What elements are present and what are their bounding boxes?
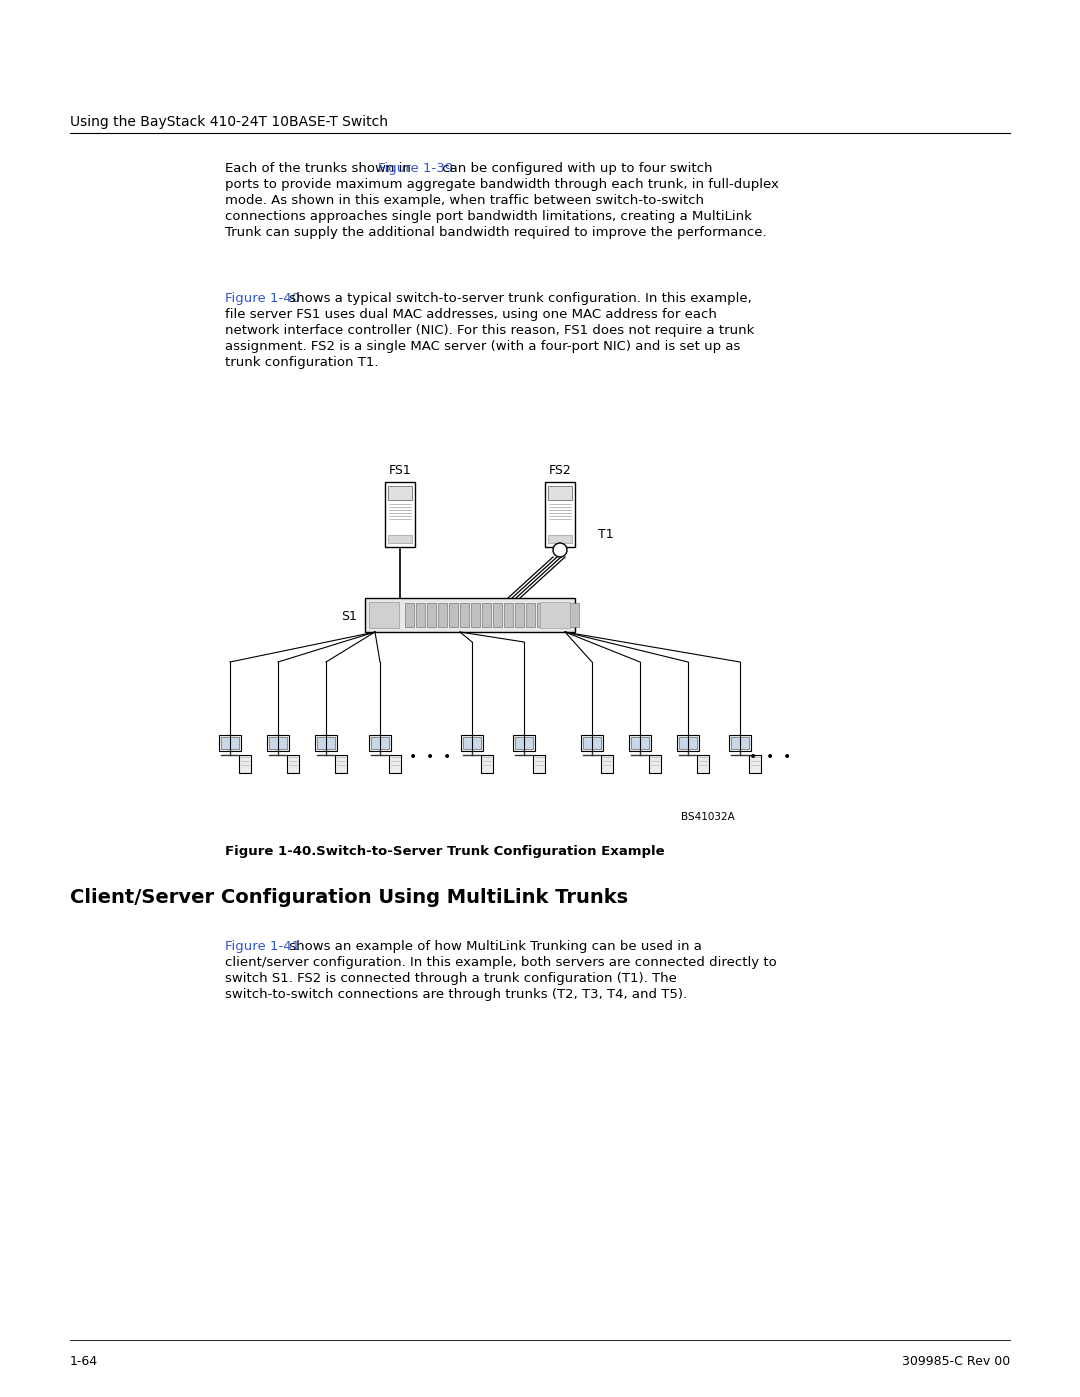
- Text: switch S1. FS2 is connected through a trunk configuration (T1). The: switch S1. FS2 is connected through a tr…: [225, 972, 677, 985]
- Bar: [384, 482, 415, 548]
- Bar: [537, 604, 546, 627]
- Bar: [629, 735, 651, 752]
- Text: client/server configuration. In this example, both servers are connected directl: client/server configuration. In this exa…: [225, 956, 777, 970]
- Bar: [677, 735, 699, 752]
- Text: T1: T1: [598, 528, 613, 541]
- Bar: [548, 486, 572, 500]
- Bar: [471, 604, 480, 627]
- Text: 309985-C Rev 00: 309985-C Rev 00: [902, 1355, 1010, 1368]
- Text: trunk configuration T1.: trunk configuration T1.: [225, 356, 378, 369]
- Bar: [369, 602, 399, 629]
- Bar: [372, 738, 389, 749]
- Text: Trunk can supply the additional bandwidth required to improve the performance.: Trunk can supply the additional bandwidt…: [225, 226, 767, 239]
- Circle shape: [553, 543, 567, 557]
- Bar: [492, 604, 502, 627]
- Bar: [540, 602, 570, 629]
- Bar: [427, 604, 436, 627]
- Bar: [388, 486, 411, 500]
- Bar: [729, 735, 751, 752]
- Text: ports to provide maximum aggregate bandwidth through each trunk, in full-duplex: ports to provide maximum aggregate bandw…: [225, 177, 779, 191]
- Bar: [504, 604, 513, 627]
- Text: FS2: FS2: [549, 464, 571, 476]
- Bar: [548, 604, 557, 627]
- Bar: [389, 754, 401, 773]
- Text: Figure 1-40: Figure 1-40: [225, 292, 300, 305]
- Bar: [583, 738, 600, 749]
- Text: •  •  •: • • •: [409, 750, 451, 764]
- Bar: [463, 738, 481, 749]
- Bar: [460, 604, 469, 627]
- Text: S1: S1: [341, 610, 357, 623]
- Bar: [239, 754, 251, 773]
- Bar: [581, 735, 603, 752]
- Bar: [515, 738, 534, 749]
- Bar: [365, 598, 575, 631]
- Bar: [697, 754, 708, 773]
- Bar: [461, 735, 483, 752]
- Bar: [649, 754, 661, 773]
- Text: 1-64: 1-64: [70, 1355, 98, 1368]
- Bar: [219, 735, 241, 752]
- Bar: [388, 535, 411, 543]
- Text: Figure 1-39: Figure 1-39: [378, 162, 454, 175]
- Bar: [315, 735, 337, 752]
- Bar: [267, 735, 289, 752]
- Text: shows a typical switch-to-server trunk configuration. In this example,: shows a typical switch-to-server trunk c…: [285, 292, 752, 305]
- Bar: [449, 604, 458, 627]
- Bar: [750, 754, 761, 773]
- Text: Each of the trunks shown in: Each of the trunks shown in: [225, 162, 415, 175]
- Bar: [482, 604, 491, 627]
- Bar: [438, 604, 447, 627]
- Text: •  •  •: • • •: [748, 750, 792, 764]
- Text: Figure 1-41: Figure 1-41: [225, 940, 300, 953]
- Text: mode. As shown in this example, when traffic between switch-to-switch: mode. As shown in this example, when tra…: [225, 194, 704, 207]
- Bar: [631, 738, 649, 749]
- Bar: [369, 735, 391, 752]
- Text: FS1: FS1: [389, 464, 411, 476]
- Text: Switch-to-Server Trunk Configuration Example: Switch-to-Server Trunk Configuration Exa…: [294, 845, 665, 858]
- Text: Figure 1-40.: Figure 1-40.: [225, 845, 316, 858]
- Bar: [600, 754, 613, 773]
- Bar: [545, 482, 575, 548]
- Text: network interface controller (NIC). For this reason, FS1 does not require a trun: network interface controller (NIC). For …: [225, 324, 754, 337]
- Bar: [416, 604, 426, 627]
- Text: switch-to-switch connections are through trunks (T2, T3, T4, and T5).: switch-to-switch connections are through…: [225, 988, 687, 1002]
- Bar: [269, 738, 287, 749]
- Bar: [481, 754, 492, 773]
- Text: connections approaches single port bandwidth limitations, creating a MultiLink: connections approaches single port bandw…: [225, 210, 752, 224]
- Text: assignment. FS2 is a single MAC server (with a four-port NIC) and is set up as: assignment. FS2 is a single MAC server (…: [225, 339, 741, 353]
- Bar: [335, 754, 347, 773]
- Bar: [287, 754, 299, 773]
- Bar: [731, 738, 750, 749]
- Text: BS41032A: BS41032A: [681, 812, 735, 821]
- Text: Using the BayStack 410-24T 10BASE-T Switch: Using the BayStack 410-24T 10BASE-T Swit…: [70, 115, 388, 129]
- Bar: [515, 604, 524, 627]
- Bar: [318, 738, 335, 749]
- Text: can be configured with up to four switch: can be configured with up to four switch: [438, 162, 713, 175]
- Bar: [526, 604, 535, 627]
- Bar: [679, 738, 697, 749]
- Bar: [405, 604, 414, 627]
- Bar: [570, 604, 579, 627]
- Bar: [221, 738, 239, 749]
- Text: shows an example of how MultiLink Trunking can be used in a: shows an example of how MultiLink Trunki…: [285, 940, 702, 953]
- Text: file server FS1 uses dual MAC addresses, using one MAC address for each: file server FS1 uses dual MAC addresses,…: [225, 307, 717, 321]
- Bar: [548, 535, 572, 543]
- Bar: [534, 754, 545, 773]
- Text: Client/Server Configuration Using MultiLink Trunks: Client/Server Configuration Using MultiL…: [70, 888, 629, 907]
- Bar: [559, 604, 568, 627]
- Bar: [513, 735, 535, 752]
